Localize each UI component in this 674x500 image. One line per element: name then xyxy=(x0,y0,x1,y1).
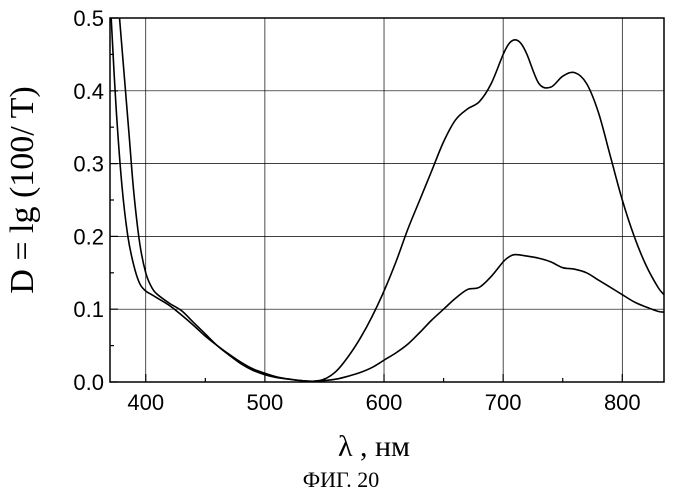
y-tick-label: 0.4 xyxy=(73,79,104,104)
y-tick-label: 0.3 xyxy=(73,152,104,177)
y-axis-title: D = lg (100/ T) xyxy=(4,86,41,293)
spectrum-curve-2 xyxy=(120,18,664,381)
x-axis-title: λ , нм xyxy=(338,430,410,463)
tick-labels-layer: 400 500 600 700 800 0.0 0.1 0.2 0.3 0.4 0.5 xyxy=(73,6,640,415)
x-tick-label: 600 xyxy=(366,390,403,415)
x-tick-label: 500 xyxy=(247,390,284,415)
plot-frame xyxy=(110,18,664,382)
x-tick-label: 800 xyxy=(604,390,641,415)
y-tick-label: 0.5 xyxy=(73,6,104,31)
series-layer xyxy=(111,18,664,381)
y-tick-label: 0.1 xyxy=(73,297,104,322)
x-tick-label: 700 xyxy=(485,390,522,415)
y-tick-label: 0.2 xyxy=(73,224,104,249)
grid-layer xyxy=(110,18,664,382)
spectrum-curve-1 xyxy=(111,18,664,381)
x-tick-label: 400 xyxy=(127,390,164,415)
figure-caption: ФИГ. 20 xyxy=(303,467,380,492)
y-tick-label: 0.0 xyxy=(73,370,104,395)
